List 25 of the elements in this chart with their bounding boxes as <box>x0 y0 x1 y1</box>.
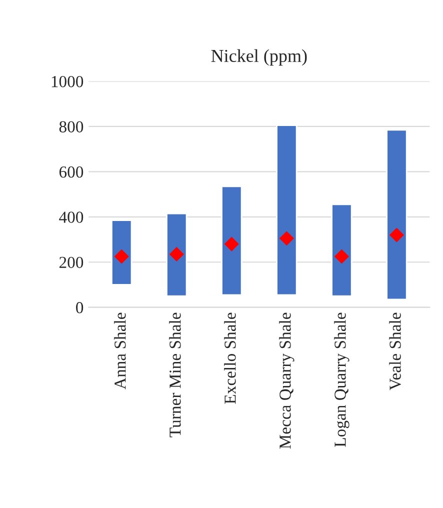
point <box>334 249 349 264</box>
bar <box>331 204 352 297</box>
point <box>114 249 129 264</box>
y-tick-label: 200 <box>59 256 84 268</box>
bar <box>166 212 188 297</box>
x-tick-label: Veale Shale <box>389 312 401 390</box>
x-tick-label: Turner Mine Shale <box>169 312 181 438</box>
point <box>279 231 294 246</box>
bar <box>276 124 298 296</box>
point <box>224 236 239 252</box>
y-tick-label: 800 <box>59 121 84 132</box>
y-tick-label: 400 <box>59 212 84 223</box>
x-tick-label: Anna Shale <box>114 312 126 390</box>
point <box>169 246 184 262</box>
x-tick-label: Excello Shale <box>224 312 236 404</box>
x-tick-label: Mecca Quarry Shale <box>279 312 294 449</box>
point <box>389 228 404 242</box>
y-tick-label: 600 <box>59 166 84 178</box>
chart-title: Nickel (ppm) <box>211 49 307 66</box>
bar <box>111 220 132 286</box>
x-tick-label: Logan Quarry Shale <box>334 312 350 447</box>
y-tick-label: 0 <box>76 302 84 314</box>
bar <box>221 186 242 296</box>
bar <box>386 129 408 300</box>
y-tick-label: 1000 <box>52 76 84 88</box>
